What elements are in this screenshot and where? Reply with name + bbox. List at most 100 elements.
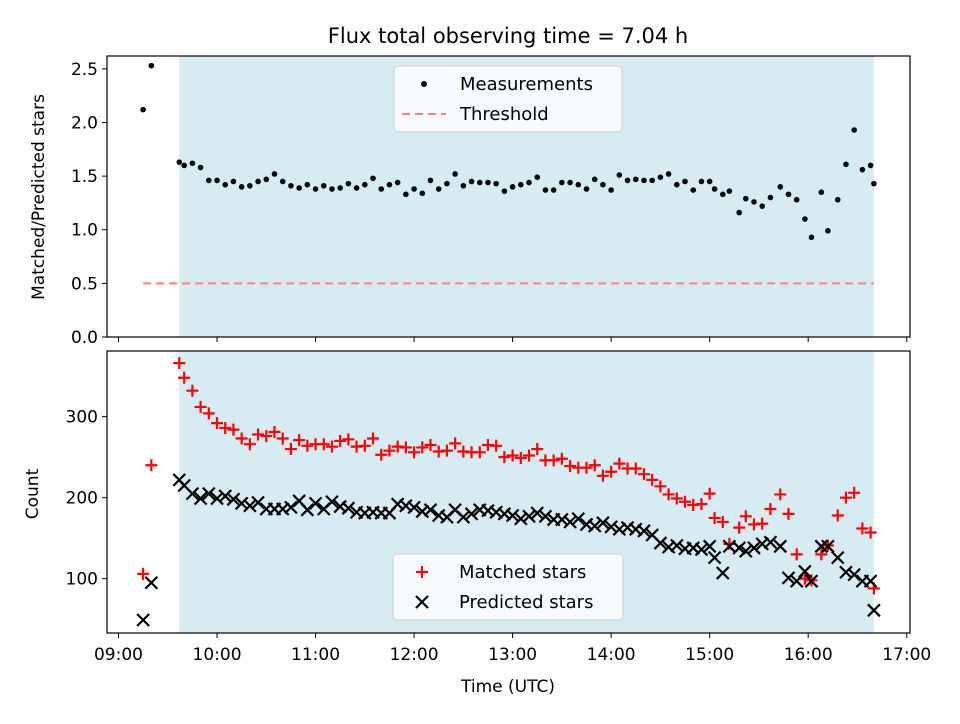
predicted-star-point xyxy=(341,501,356,515)
measurement-point xyxy=(411,186,417,192)
predicted-star-point xyxy=(867,603,881,618)
predicted-star-point xyxy=(763,535,778,550)
ratio-panel: 0.0 0.5 1.0 1.5 2.0 2.5 Matched/Predicted sta… xyxy=(29,55,911,348)
matched-star-point xyxy=(490,439,503,452)
measurement-point xyxy=(148,62,155,69)
matched-star-point xyxy=(202,407,215,420)
measurement-point xyxy=(370,175,376,182)
measurement-point xyxy=(742,195,749,202)
measurement-point xyxy=(501,188,508,194)
measurement-point xyxy=(263,176,270,183)
predicted-star-point xyxy=(653,536,668,550)
matched-star-point xyxy=(334,434,347,447)
matched-star-point xyxy=(654,480,667,493)
matched-star-point xyxy=(864,526,877,539)
measurement-point xyxy=(526,179,532,186)
matched-star-point xyxy=(514,451,527,464)
x-tick-label: 10:00 xyxy=(193,645,242,665)
measurement-point xyxy=(859,166,866,173)
predicted-star-point xyxy=(464,507,479,521)
matched-star-point xyxy=(646,473,659,486)
matched-star-point xyxy=(440,444,453,457)
measurement-point xyxy=(485,179,491,186)
matched-star-point xyxy=(637,468,650,481)
predicted-star-point xyxy=(830,550,845,565)
measurement-point xyxy=(176,159,183,165)
matched-star-point xyxy=(523,449,536,462)
matched-star-point xyxy=(284,443,297,456)
y-axis-ticks-bottom: 100 200 300 xyxy=(66,408,107,590)
matched-star-point xyxy=(670,492,683,505)
measurement-point xyxy=(337,185,343,191)
predicted-star-point xyxy=(739,544,753,558)
measurement-point xyxy=(851,127,857,133)
matched-star-point xyxy=(211,417,224,430)
matched-star-point xyxy=(194,400,207,413)
y-top-tick-label: 0.0 xyxy=(71,328,98,348)
measurement-point xyxy=(542,187,549,193)
measurements-series xyxy=(140,62,877,241)
measurement-point xyxy=(777,184,784,190)
measurement-point xyxy=(444,180,450,187)
matched-star-point xyxy=(416,441,429,454)
measurement-point xyxy=(616,172,623,178)
predicted-star-point xyxy=(243,498,257,513)
matched-star-point xyxy=(588,459,601,472)
matched-star-point xyxy=(723,537,736,550)
y-top-tick-label: 0.5 xyxy=(71,274,98,294)
predicted-star-point xyxy=(863,574,878,588)
measurement-point xyxy=(736,209,743,216)
predicted-star-point xyxy=(839,565,853,580)
measurement-point xyxy=(706,178,713,185)
predicted-star-point xyxy=(847,567,861,582)
predicted-star-point xyxy=(604,520,618,534)
y-top-tick-label: 1.5 xyxy=(71,167,98,187)
predicted-star-point xyxy=(587,519,602,533)
predicted-star-point xyxy=(716,566,730,580)
predicted-star-point xyxy=(251,495,265,510)
matched-star-point xyxy=(774,488,787,501)
predicted-star-point xyxy=(308,496,323,511)
measurement-point xyxy=(403,191,409,198)
measurement-point xyxy=(493,180,499,187)
measurement-point xyxy=(271,171,278,177)
matched-star-point xyxy=(790,548,803,561)
predicted-star-point xyxy=(571,511,586,526)
measurement-point xyxy=(353,185,360,191)
measurement-point xyxy=(665,171,672,177)
y-axis-label-top: Matched/Predicted stars xyxy=(29,94,49,300)
measurement-point xyxy=(608,187,614,193)
y-top-tick-label: 2.0 xyxy=(71,113,98,133)
legend-label-predicted: Predicted stars xyxy=(459,592,593,613)
y-bottom-tick-label: 200 xyxy=(66,489,98,509)
matched-star-point xyxy=(839,491,852,504)
measurement-point xyxy=(181,162,187,169)
predicted-star-point xyxy=(694,542,709,557)
predicted-star-point xyxy=(773,539,788,554)
matched-star-point xyxy=(375,448,388,461)
measurement-point xyxy=(419,190,426,197)
matched-star-point xyxy=(782,507,795,520)
matched-star-point xyxy=(831,509,844,522)
measurement-point xyxy=(230,178,237,185)
measurement-point xyxy=(751,199,757,205)
matched-star-point xyxy=(733,521,746,534)
predicted-star-point xyxy=(423,503,438,517)
measurement-point xyxy=(834,196,841,203)
predicted-star-point xyxy=(781,571,796,585)
predicted-star-point xyxy=(514,511,528,526)
measurement-point xyxy=(476,179,483,186)
matched-star-point xyxy=(629,462,642,475)
measurement-point xyxy=(140,106,146,113)
measurement-point xyxy=(802,216,808,222)
measurement-point xyxy=(452,171,458,177)
measurement-point xyxy=(867,162,874,169)
measurement-point xyxy=(641,177,647,184)
matched-star-point xyxy=(383,444,396,457)
measurement-point xyxy=(345,180,352,187)
predicted-star-point xyxy=(798,564,812,579)
matched-star-point xyxy=(564,460,577,473)
predicted-star-point xyxy=(505,508,520,523)
chart-title: Flux total observing time = 7.04 h xyxy=(328,24,688,48)
legend-label-matched: Matched stars xyxy=(459,562,586,583)
